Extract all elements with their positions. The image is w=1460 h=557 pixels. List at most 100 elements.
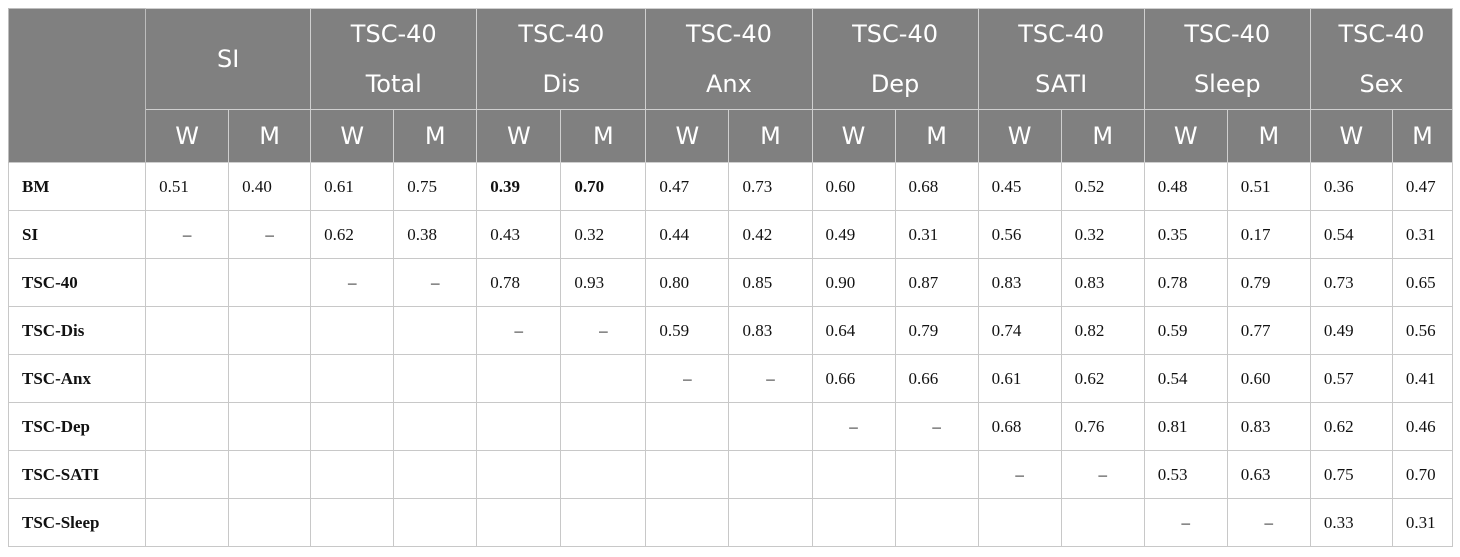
- header-tsc-dep-top: TSC-40: [811, 8, 979, 59]
- table-cell: 0.60: [811, 162, 896, 211]
- table-cell: –: [476, 306, 562, 355]
- header-women: W: [310, 109, 395, 163]
- table-cell: [645, 450, 730, 499]
- table-cell: 0.66: [811, 354, 896, 403]
- table-cell: 0.40: [228, 162, 312, 211]
- table-cell: 0.49: [811, 210, 896, 259]
- header-women: W: [811, 109, 896, 163]
- table-cell: 0.31: [1391, 210, 1454, 259]
- row-label: TSC-40: [7, 258, 147, 307]
- table-cell: [228, 402, 312, 451]
- table-cell: 0.61: [310, 162, 395, 211]
- table-cell: [310, 306, 395, 355]
- table-cell: [393, 354, 478, 403]
- header-men: M: [1226, 109, 1311, 163]
- table-cell: [228, 306, 312, 355]
- header-dis: Dis: [476, 59, 647, 110]
- header-total: Total: [310, 59, 478, 110]
- table-cell: 0.65: [1391, 258, 1454, 307]
- table-cell: –: [310, 258, 395, 307]
- table-body: BM 0.51 0.40 0.61 0.75 0.39 0.70 0.47 0.73 0.60 0.…: [7, 162, 1454, 547]
- table-cell: [977, 498, 1062, 547]
- table-cell: –: [811, 402, 896, 451]
- table-cell: 0.31: [894, 210, 979, 259]
- table-cell: 0.78: [476, 258, 562, 307]
- table-cell: 0.66: [894, 354, 979, 403]
- header-men: M: [1391, 109, 1454, 163]
- table-cell: [560, 354, 647, 403]
- table-cell: 0.48: [1143, 162, 1228, 211]
- table-cell: 0.53: [1143, 450, 1228, 499]
- table-cell: –: [645, 354, 730, 403]
- table-cell: –: [894, 402, 979, 451]
- table-cell: [310, 498, 395, 547]
- table-cell: 0.83: [728, 306, 813, 355]
- table-cell: [894, 498, 979, 547]
- table-cell: 0.52: [1060, 162, 1145, 211]
- header-women: W: [645, 109, 730, 163]
- table-cell: 0.78: [1143, 258, 1228, 307]
- header-men: M: [1060, 109, 1145, 163]
- table-cell: [145, 306, 230, 355]
- table-cell: [228, 354, 312, 403]
- table-cell: [645, 402, 730, 451]
- table-cell: 0.31: [1391, 498, 1454, 547]
- table-cell: [476, 354, 562, 403]
- table-cell: 0.44: [645, 210, 730, 259]
- table-cell: 0.70: [1391, 450, 1454, 499]
- header-men: M: [393, 109, 478, 163]
- table-cell: 0.32: [1060, 210, 1145, 259]
- table-cell: 0.45: [977, 162, 1062, 211]
- header-si: SI: [145, 8, 312, 110]
- row-label: TSC-Dep: [7, 402, 147, 451]
- header-corner: [7, 8, 147, 163]
- header-men: M: [894, 109, 979, 163]
- header-sex: Sex: [1309, 59, 1454, 110]
- row-label: TSC-SATI: [7, 450, 147, 499]
- header-women: W: [1143, 109, 1228, 163]
- table-cell: [145, 498, 230, 547]
- table-cell: 0.62: [1060, 354, 1145, 403]
- table-cell: [560, 402, 647, 451]
- table-cell: [894, 450, 979, 499]
- header-tsc-sleep-top: TSC-40: [1143, 8, 1311, 59]
- table-cell: 0.57: [1309, 354, 1393, 403]
- header-row-2: Total Dis Anx Dep SATI Sleep Sex: [9, 59, 1454, 110]
- header-tsc-dis-top: TSC-40: [476, 8, 647, 59]
- table-cell: 0.73: [728, 162, 813, 211]
- table-cell: –: [228, 210, 312, 259]
- row-label: TSC-Anx: [7, 354, 147, 403]
- table-cell: 0.80: [645, 258, 730, 307]
- table-cell: 0.75: [1309, 450, 1393, 499]
- table-cell: 0.47: [645, 162, 730, 211]
- table-cell: 0.63: [1226, 450, 1311, 499]
- table-cell: 0.85: [728, 258, 813, 307]
- table-row: TSC-Dep – –0.68 0.76 0.81 0.83 0.62 0.46: [7, 402, 1454, 451]
- table-cell: 0.51: [145, 162, 230, 211]
- table-cell: 0.73: [1309, 258, 1393, 307]
- table-cell: [145, 450, 230, 499]
- table-cell: 0.51: [1226, 162, 1311, 211]
- header-sleep: Sleep: [1143, 59, 1311, 110]
- table-cell: 0.79: [1226, 258, 1311, 307]
- table-cell: 0.93: [560, 258, 647, 307]
- table-row: BM 0.51 0.40 0.61 0.75 0.39 0.70 0.47 0.73 0.60 0.…: [7, 162, 1454, 211]
- table-cell: 0.59: [1143, 306, 1228, 355]
- table-cell: [476, 450, 562, 499]
- header-men: M: [560, 109, 647, 163]
- row-label: TSC-Dis: [7, 306, 147, 355]
- table-cell: [728, 450, 813, 499]
- table-cell: 0.47: [1391, 162, 1454, 211]
- table-cell: 0.83: [1226, 402, 1311, 451]
- header-sati: SATI: [977, 59, 1145, 110]
- table-cell: [811, 498, 896, 547]
- table-cell: 0.56: [1391, 306, 1454, 355]
- table-cell: 0.33: [1309, 498, 1393, 547]
- table-row: SI – –0.62 0.38 0.43 0.32 0.44 0.42 0.49 0.31 0.56…: [7, 210, 1454, 259]
- table-cell: [228, 258, 312, 307]
- table-row: TSC-40– –0.78 0.93 0.80 0.85 0.90 0.87 0.83 0.83…: [7, 258, 1454, 307]
- table-cell: [393, 450, 478, 499]
- header-tsc-sati-top: TSC-40: [977, 8, 1145, 59]
- table-cell: [228, 498, 312, 547]
